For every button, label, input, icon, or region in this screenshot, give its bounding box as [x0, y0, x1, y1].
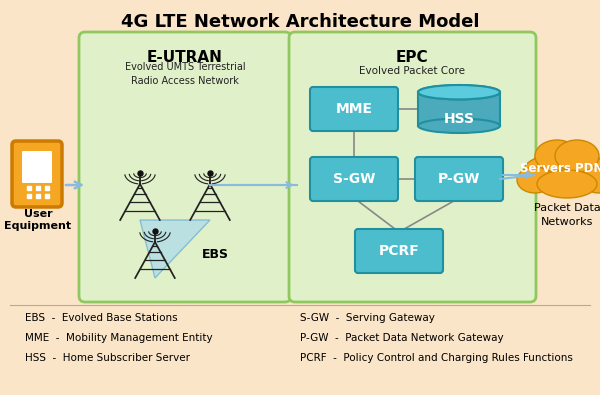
Text: E-UTRAN: E-UTRAN	[147, 49, 223, 64]
Ellipse shape	[418, 118, 500, 133]
FancyBboxPatch shape	[310, 157, 398, 201]
FancyBboxPatch shape	[415, 157, 503, 201]
Ellipse shape	[535, 140, 579, 172]
Text: Packet Data
Networks: Packet Data Networks	[533, 203, 600, 227]
Ellipse shape	[517, 167, 553, 193]
Text: P-GW  -  Packet Data Network Gateway: P-GW - Packet Data Network Gateway	[300, 333, 503, 343]
Polygon shape	[140, 220, 210, 278]
Ellipse shape	[523, 157, 567, 189]
Ellipse shape	[581, 167, 600, 193]
Ellipse shape	[418, 85, 500, 100]
Ellipse shape	[537, 170, 597, 198]
Text: Evolved UMTS Terrestrial
Radio Access Network: Evolved UMTS Terrestrial Radio Access Ne…	[125, 62, 245, 86]
Text: 4G LTE Network Architecture Model: 4G LTE Network Architecture Model	[121, 13, 479, 31]
Text: EBS  -  Evolved Base Stations: EBS - Evolved Base Stations	[25, 313, 178, 323]
Text: S-GW: S-GW	[333, 172, 375, 186]
Text: MME  -  Mobility Management Entity: MME - Mobility Management Entity	[25, 333, 212, 343]
Text: Evolved Packet Core: Evolved Packet Core	[359, 66, 465, 76]
Text: S-GW  -  Serving Gateway: S-GW - Serving Gateway	[300, 313, 435, 323]
Ellipse shape	[418, 85, 500, 100]
Text: P-GW: P-GW	[438, 172, 480, 186]
Text: HSS: HSS	[443, 112, 475, 126]
Text: User
Equipment: User Equipment	[4, 209, 71, 231]
Text: HSS  -  Home Subscriber Server: HSS - Home Subscriber Server	[25, 353, 190, 363]
Ellipse shape	[531, 146, 600, 190]
Ellipse shape	[555, 140, 599, 172]
FancyBboxPatch shape	[22, 151, 52, 183]
Text: MME: MME	[335, 102, 373, 116]
FancyBboxPatch shape	[79, 32, 291, 302]
Text: EBS: EBS	[202, 248, 229, 261]
Text: Servers PDN's: Servers PDN's	[520, 162, 600, 175]
Bar	[418, 92, 500, 126]
FancyBboxPatch shape	[310, 87, 398, 131]
Text: PCRF  -  Policy Control and Charging Rules Functions: PCRF - Policy Control and Charging Rules…	[300, 353, 573, 363]
FancyBboxPatch shape	[355, 229, 443, 273]
Ellipse shape	[567, 157, 600, 189]
FancyBboxPatch shape	[12, 141, 62, 207]
Text: EPC: EPC	[395, 49, 428, 64]
Text: PCRF: PCRF	[379, 244, 419, 258]
FancyBboxPatch shape	[289, 32, 536, 302]
